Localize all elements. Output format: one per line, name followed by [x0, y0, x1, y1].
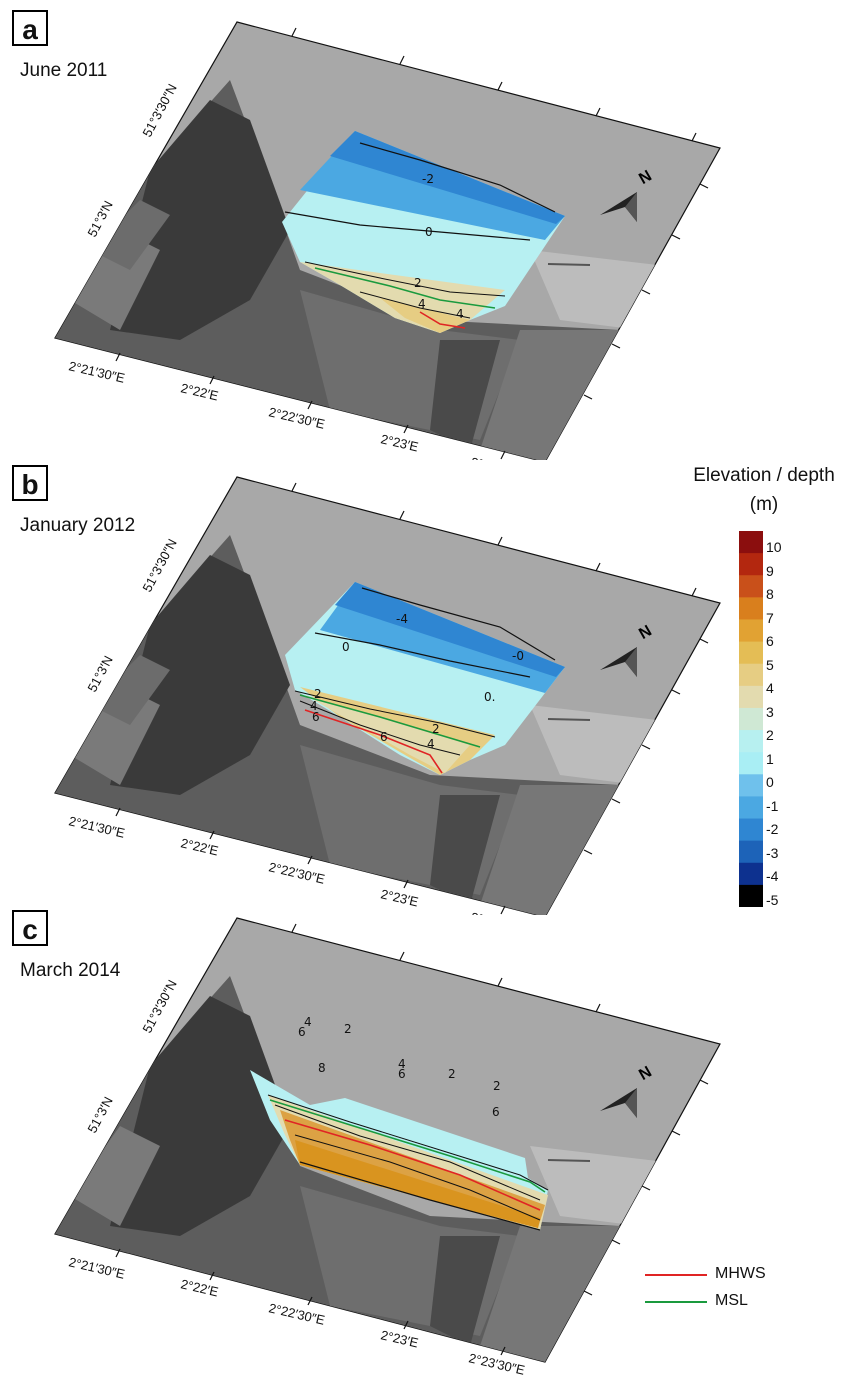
colorbar-swatch: [739, 641, 763, 665]
panel-june-2011: a June 2011: [0, 0, 862, 460]
colorbar-tick-label: 7: [766, 609, 774, 626]
colorbar-swatch: [739, 818, 763, 842]
colorbar-swatch: [739, 752, 763, 775]
legend-label: MHWS: [715, 1265, 766, 1282]
colorbar-tick-label: -1: [766, 797, 779, 814]
colorbar: [739, 531, 763, 907]
colorbar-tick-label: 5: [766, 656, 774, 673]
contour-label: 2: [344, 1022, 352, 1036]
survey-map: -2 0 2 4 4 N 2°21′30″E 2°22′E 2°22′30″E: [54, 21, 721, 460]
lon-tick-label: 2°23′E: [379, 1327, 420, 1350]
contour-label: 4: [418, 297, 426, 311]
contour-label: 6: [312, 710, 320, 724]
survey-map: 4 6 2 8 4 6 2 2 6 N 2°21′30″E 2°22: [54, 917, 721, 1378]
lat-tick-label: 51°3′N: [84, 198, 115, 239]
colorbar-swatch: [739, 575, 763, 598]
elevation-overlay: [250, 1070, 549, 1231]
colorbar-swatch: [739, 862, 763, 886]
colorbar-swatch: [739, 663, 763, 687]
graticule-ticks: [115, 482, 709, 915]
panel-letter: b: [12, 465, 48, 501]
aerial-photo: [54, 917, 721, 1363]
survey-map: -4 0 0. -0 2 4 6 6 2 4 N 2°: [54, 476, 721, 915]
lon-tick-label: 2°21′30″E: [67, 358, 126, 386]
contour-label: -0: [512, 649, 524, 663]
contour-label: 6: [492, 1105, 500, 1119]
colorbar-tick-label: 8: [766, 586, 774, 602]
contour-label: 4: [456, 307, 464, 321]
contour-label: 8: [318, 1061, 326, 1075]
colorbar-tick-label: -2: [766, 821, 779, 837]
lon-tick-label: 2°22′30″E: [267, 404, 326, 432]
lon-tick-label: 2°23′E: [379, 431, 420, 454]
mhws-line-swatch: [645, 1274, 707, 1276]
elevation-overlay: [282, 131, 565, 333]
legend-label: MSL: [715, 1292, 748, 1309]
contour-label: -4: [396, 612, 408, 626]
colorbar-swatch: [739, 531, 763, 554]
contour-label: 2: [314, 687, 322, 701]
colorbar-swatch: [739, 840, 763, 864]
colorbar-tick-label: 6: [766, 633, 774, 649]
colorbar-swatch: [739, 707, 763, 731]
panel-march-2014: c March 2014: [0, 900, 862, 1378]
lon-tick-label: 2°21′30″E: [67, 813, 126, 841]
contour-label: 2: [448, 1067, 456, 1081]
colorbar-tick-label: 4: [766, 680, 774, 696]
panel-letter: c: [12, 910, 48, 946]
lat-tick-label: 51°3′N: [84, 1094, 115, 1135]
panel-letter: a: [12, 10, 48, 46]
colorbar-tick-label: 3: [766, 703, 774, 720]
colorbar-swatch: [739, 597, 763, 620]
lon-tick-label: 2°22′E: [179, 380, 220, 403]
graticule-ticks: [115, 27, 709, 460]
colorbar-swatch: [739, 553, 763, 576]
panel-date: June 2011: [20, 60, 108, 81]
elevation-overlay: [285, 582, 565, 775]
colorbar-swatch: [739, 774, 763, 797]
contour-label: -2: [422, 172, 434, 186]
colorbar-unit: (m): [749, 494, 779, 515]
panel-date: March 2014: [20, 960, 121, 981]
contour-label: 4: [304, 1015, 312, 1029]
colorbar-tick-label: 2: [766, 727, 774, 743]
lon-tick-label: 2°22′E: [179, 835, 220, 858]
contour-label: 2: [432, 722, 440, 736]
lon-tick-label: 2°22′30″E: [267, 859, 326, 887]
colorbar-tick-label: 0: [766, 774, 774, 790]
colorbar-tick-label: 10: [766, 539, 782, 555]
contour-label: 2: [493, 1079, 501, 1093]
colorbar-title: Elevation / depth: [693, 465, 835, 486]
colorbar-swatch: [739, 619, 763, 643]
lon-tick-label: 2°22′E: [179, 1276, 220, 1299]
contour-label: 0: [342, 640, 350, 654]
contour-label: 6: [298, 1025, 306, 1039]
contour-label: 4: [427, 737, 435, 751]
colorbar-tick-label: -5: [766, 891, 779, 908]
contour-label: 6: [398, 1067, 406, 1081]
contour-label: 6: [380, 730, 388, 744]
panel-january-2012: b January 2012: [0, 455, 862, 915]
contour-label: 4: [398, 1057, 406, 1071]
colorbar-tick-label: 9: [766, 562, 774, 579]
colorbar-swatch: [739, 884, 763, 907]
panel-date: January 2012: [20, 515, 136, 536]
contour-label: 0.: [484, 690, 495, 704]
contour-label: 0: [425, 225, 433, 239]
colorbar-tick-label: 1: [766, 750, 774, 767]
msl-line-swatch: [645, 1301, 707, 1303]
contour-label: 2: [414, 276, 422, 290]
graticule-ticks: [115, 923, 709, 1356]
colorbar-tick-label: -3: [766, 844, 779, 861]
colorbar-swatch: [739, 730, 763, 753]
colorbar-swatch: [739, 685, 763, 709]
contour-label: 4: [310, 699, 318, 713]
lat-tick-label: 51°3′N: [84, 653, 115, 694]
colorbar-swatch: [739, 796, 763, 820]
lon-tick-label: 2°22′30″E: [267, 1300, 326, 1328]
colorbar-tick-label: -4: [766, 868, 779, 884]
lon-tick-label: 2°21′30″E: [67, 1254, 126, 1282]
